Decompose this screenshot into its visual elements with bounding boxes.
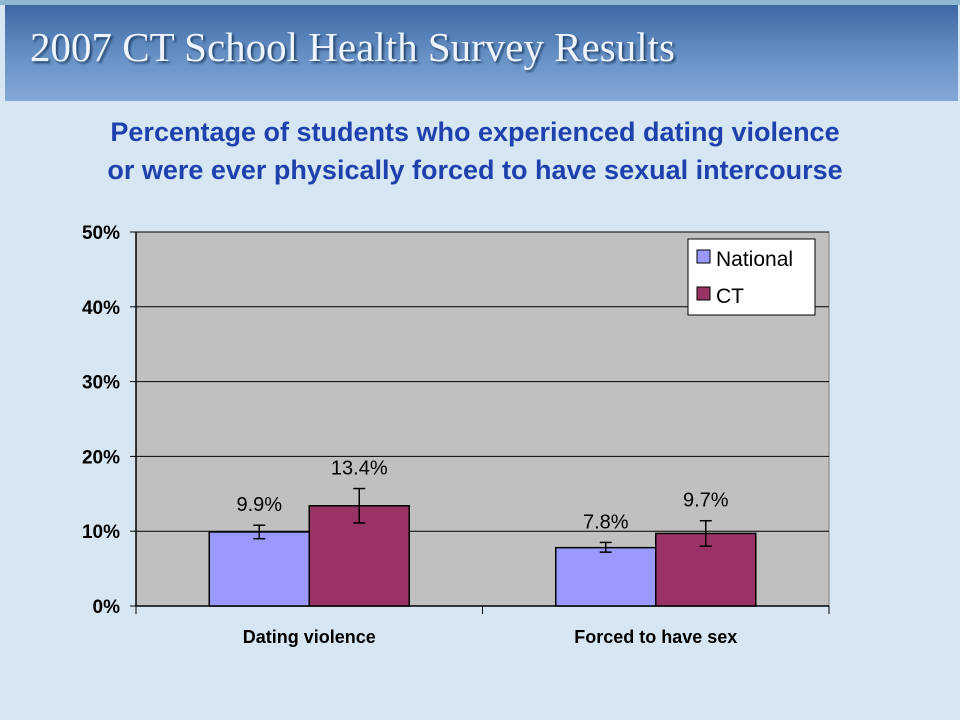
data-label: 9.9% <box>236 494 282 516</box>
legend-label-ct: CT <box>716 285 744 308</box>
legend-label-national: National <box>716 248 793 271</box>
data-label: 9.7% <box>683 490 729 512</box>
legend-swatch-ct <box>696 286 711 301</box>
title-banner: 2007 CT School Health Survey Results <box>5 5 958 101</box>
category-label: Forced to have sex <box>574 627 737 647</box>
bar-national <box>208 531 310 607</box>
data-label: 13.4% <box>331 458 388 480</box>
chart-legend: National CT <box>687 238 816 316</box>
y-tick-label: 50% <box>82 223 120 244</box>
y-tick-label: 40% <box>82 298 120 319</box>
y-tick-label: 10% <box>82 522 120 543</box>
category-label: Dating violence <box>243 627 376 647</box>
top-rule <box>0 0 960 5</box>
legend-swatch-national <box>696 249 711 264</box>
y-tick-label: 30% <box>82 373 120 394</box>
y-tick-label: 0% <box>93 597 121 618</box>
slide-title: 2007 CT School Health Survey Results <box>30 24 675 70</box>
chart-heading: Percentage of students who experienced d… <box>0 113 950 189</box>
chart-heading-line-1: Percentage of students who experienced d… <box>110 117 840 147</box>
bar-national <box>555 546 657 607</box>
y-tick-label: 20% <box>82 447 120 468</box>
data-label: 7.8% <box>583 511 629 533</box>
chart-heading-line-2: or were ever physically forced to have s… <box>107 155 843 185</box>
